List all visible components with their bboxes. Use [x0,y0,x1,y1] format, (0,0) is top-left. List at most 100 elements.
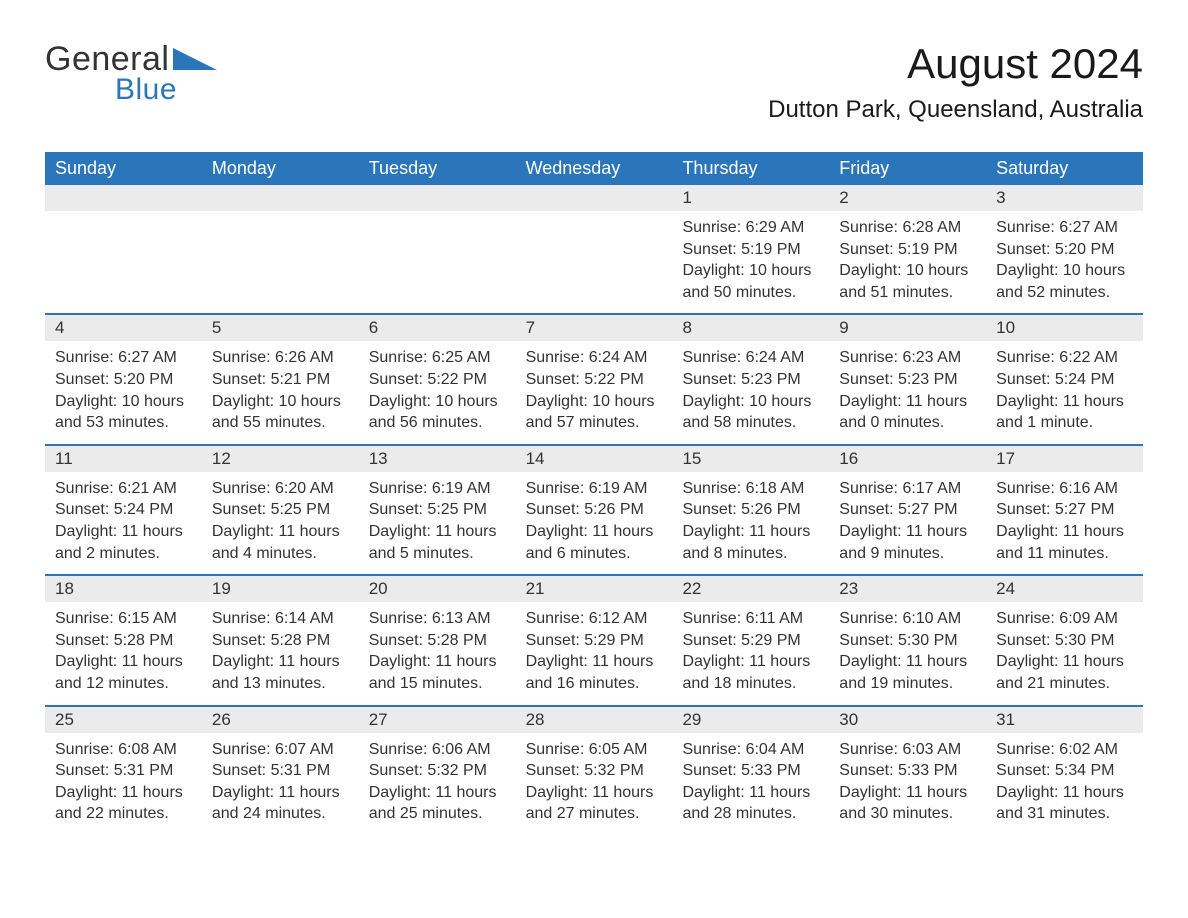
day-number: . [516,185,673,211]
daylight-text: Daylight: 11 hours and 22 minutes. [55,782,192,825]
sunset-text: Sunset: 5:25 PM [212,499,349,521]
day-number: 23 [829,576,986,602]
sunrise-text: Sunrise: 6:12 AM [526,608,663,630]
day-number: 25 [45,707,202,733]
calendar-cell: 23Sunrise: 6:10 AMSunset: 5:30 PMDayligh… [829,576,986,704]
sunset-text: Sunset: 5:28 PM [369,630,506,652]
calendar-cell: 9Sunrise: 6:23 AMSunset: 5:23 PMDaylight… [829,315,986,443]
daylight-text: Daylight: 11 hours and 5 minutes. [369,521,506,564]
day-details: Sunrise: 6:17 AMSunset: 5:27 PMDaylight:… [829,472,986,574]
sunrise-text: Sunrise: 6:14 AM [212,608,349,630]
daylight-text: Daylight: 10 hours and 53 minutes. [55,391,192,434]
sunset-text: Sunset: 5:24 PM [55,499,192,521]
day-number: 16 [829,446,986,472]
day-number: 28 [516,707,673,733]
logo: General Blue [45,40,217,107]
daylight-text: Daylight: 11 hours and 12 minutes. [55,651,192,694]
day-details: Sunrise: 6:20 AMSunset: 5:25 PMDaylight:… [202,472,359,574]
sunrise-text: Sunrise: 6:25 AM [369,347,506,369]
day-details: Sunrise: 6:24 AMSunset: 5:23 PMDaylight:… [672,341,829,443]
sunset-text: Sunset: 5:19 PM [839,239,976,261]
calendar-cell: . [359,185,516,313]
day-number: . [359,185,516,211]
day-details: Sunrise: 6:11 AMSunset: 5:29 PMDaylight:… [672,602,829,704]
daylight-text: Daylight: 10 hours and 58 minutes. [682,391,819,434]
sunrise-text: Sunrise: 6:19 AM [369,478,506,500]
dayheader-thu: Thursday [672,152,829,185]
calendar-cell: 17Sunrise: 6:16 AMSunset: 5:27 PMDayligh… [986,446,1143,574]
day-details: Sunrise: 6:25 AMSunset: 5:22 PMDaylight:… [359,341,516,443]
calendar-cell: 1Sunrise: 6:29 AMSunset: 5:19 PMDaylight… [672,185,829,313]
sunset-text: Sunset: 5:32 PM [369,760,506,782]
day-details: Sunrise: 6:29 AMSunset: 5:19 PMDaylight:… [672,211,829,313]
day-number: 3 [986,185,1143,211]
calendar-cell: . [45,185,202,313]
sunset-text: Sunset: 5:26 PM [682,499,819,521]
sunrise-text: Sunrise: 6:21 AM [55,478,192,500]
daylight-text: Daylight: 11 hours and 21 minutes. [996,651,1133,694]
sunset-text: Sunset: 5:23 PM [682,369,819,391]
calendar-cell: 27Sunrise: 6:06 AMSunset: 5:32 PMDayligh… [359,707,516,835]
sunrise-text: Sunrise: 6:02 AM [996,739,1133,761]
sunrise-text: Sunrise: 6:03 AM [839,739,976,761]
calendar-cell: . [202,185,359,313]
calendar-week: 4Sunrise: 6:27 AMSunset: 5:20 PMDaylight… [45,313,1143,443]
daylight-text: Daylight: 10 hours and 56 minutes. [369,391,506,434]
calendar-cell: 16Sunrise: 6:17 AMSunset: 5:27 PMDayligh… [829,446,986,574]
calendar-cell: . [516,185,673,313]
sunset-text: Sunset: 5:34 PM [996,760,1133,782]
calendar-week: 25Sunrise: 6:08 AMSunset: 5:31 PMDayligh… [45,705,1143,835]
page-header: General Blue August 2024 Dutton Park, Qu… [45,40,1143,124]
daylight-text: Daylight: 11 hours and 1 minute. [996,391,1133,434]
day-number: 12 [202,446,359,472]
day-number: 13 [359,446,516,472]
day-number: 7 [516,315,673,341]
day-number: 6 [359,315,516,341]
calendar-cell: 2Sunrise: 6:28 AMSunset: 5:19 PMDaylight… [829,185,986,313]
calendar-cell: 24Sunrise: 6:09 AMSunset: 5:30 PMDayligh… [986,576,1143,704]
daylight-text: Daylight: 11 hours and 28 minutes. [682,782,819,825]
dayheader-tue: Tuesday [359,152,516,185]
sunrise-text: Sunrise: 6:26 AM [212,347,349,369]
day-number: 20 [359,576,516,602]
sunrise-text: Sunrise: 6:23 AM [839,347,976,369]
calendar-day-header: Sunday Monday Tuesday Wednesday Thursday… [45,152,1143,185]
calendar-cell: 20Sunrise: 6:13 AMSunset: 5:28 PMDayligh… [359,576,516,704]
day-details: Sunrise: 6:13 AMSunset: 5:28 PMDaylight:… [359,602,516,704]
day-details: Sunrise: 6:15 AMSunset: 5:28 PMDaylight:… [45,602,202,704]
daylight-text: Daylight: 11 hours and 9 minutes. [839,521,976,564]
sunset-text: Sunset: 5:22 PM [526,369,663,391]
logo-triangle-icon [173,48,217,75]
daylight-text: Daylight: 11 hours and 8 minutes. [682,521,819,564]
sunrise-text: Sunrise: 6:17 AM [839,478,976,500]
sunrise-text: Sunrise: 6:27 AM [996,217,1133,239]
day-details: Sunrise: 6:10 AMSunset: 5:30 PMDaylight:… [829,602,986,704]
calendar-cell: 29Sunrise: 6:04 AMSunset: 5:33 PMDayligh… [672,707,829,835]
day-number: 9 [829,315,986,341]
daylight-text: Daylight: 11 hours and 0 minutes. [839,391,976,434]
sunset-text: Sunset: 5:27 PM [839,499,976,521]
sunrise-text: Sunrise: 6:09 AM [996,608,1133,630]
sunrise-text: Sunrise: 6:07 AM [212,739,349,761]
sunset-text: Sunset: 5:22 PM [369,369,506,391]
calendar-cell: 5Sunrise: 6:26 AMSunset: 5:21 PMDaylight… [202,315,359,443]
daylight-text: Daylight: 10 hours and 57 minutes. [526,391,663,434]
day-details: Sunrise: 6:09 AMSunset: 5:30 PMDaylight:… [986,602,1143,704]
daylight-text: Daylight: 11 hours and 25 minutes. [369,782,506,825]
day-number: 31 [986,707,1143,733]
sunrise-text: Sunrise: 6:06 AM [369,739,506,761]
daylight-text: Daylight: 11 hours and 15 minutes. [369,651,506,694]
day-number: . [202,185,359,211]
calendar-cell: 4Sunrise: 6:27 AMSunset: 5:20 PMDaylight… [45,315,202,443]
day-details: Sunrise: 6:12 AMSunset: 5:29 PMDaylight:… [516,602,673,704]
daylight-text: Daylight: 11 hours and 13 minutes. [212,651,349,694]
sunrise-text: Sunrise: 6:08 AM [55,739,192,761]
daylight-text: Daylight: 10 hours and 55 minutes. [212,391,349,434]
day-details: Sunrise: 6:18 AMSunset: 5:26 PMDaylight:… [672,472,829,574]
daylight-text: Daylight: 10 hours and 52 minutes. [996,260,1133,303]
calendar-cell: 3Sunrise: 6:27 AMSunset: 5:20 PMDaylight… [986,185,1143,313]
calendar-cell: 21Sunrise: 6:12 AMSunset: 5:29 PMDayligh… [516,576,673,704]
page-title: August 2024 [768,40,1143,88]
day-number: 17 [986,446,1143,472]
sunrise-text: Sunrise: 6:10 AM [839,608,976,630]
